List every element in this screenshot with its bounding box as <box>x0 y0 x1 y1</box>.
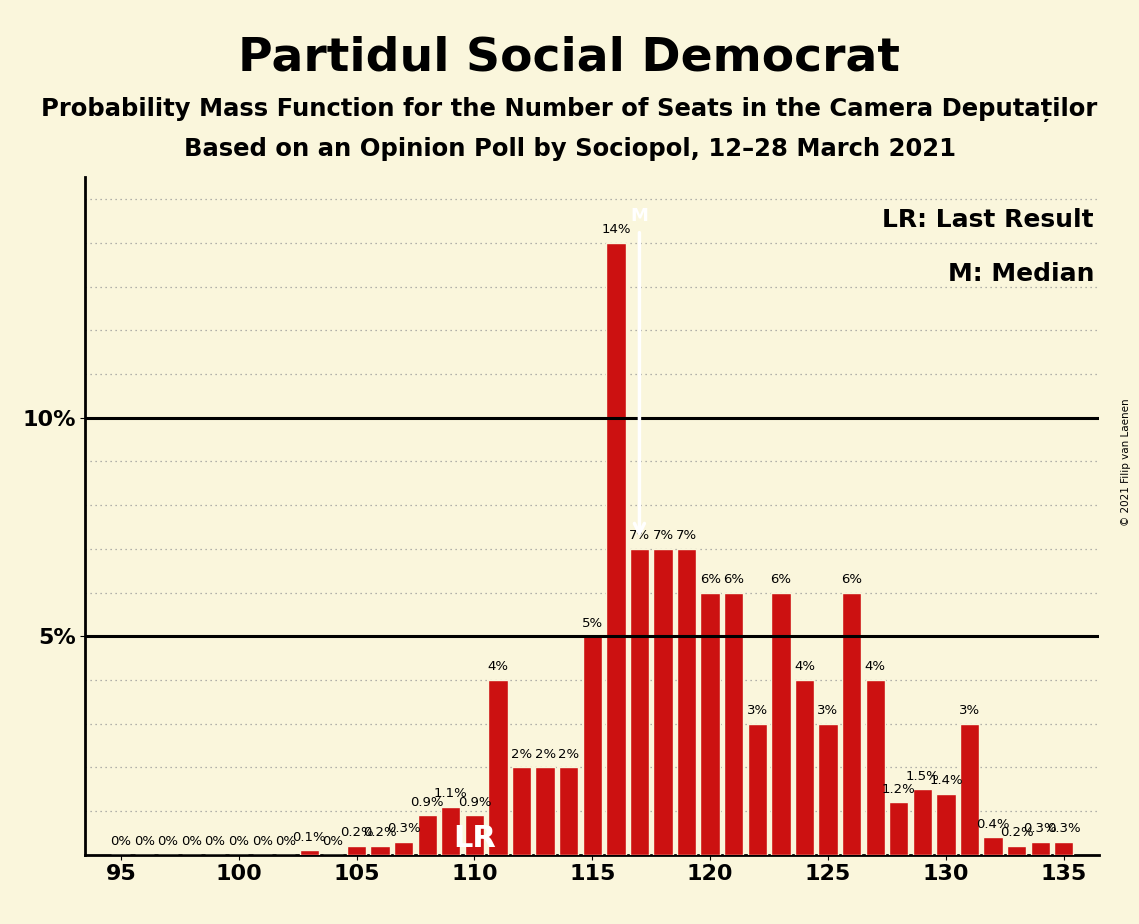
Text: © 2021 Filip van Laenen: © 2021 Filip van Laenen <box>1121 398 1131 526</box>
Bar <box>300 850 319 855</box>
Text: 0%: 0% <box>252 835 272 848</box>
Bar <box>747 723 767 855</box>
Text: 3%: 3% <box>818 704 838 717</box>
Text: 14%: 14% <box>601 224 631 237</box>
Text: 4%: 4% <box>794 661 814 674</box>
Text: 0%: 0% <box>134 835 155 848</box>
Bar <box>936 794 956 855</box>
Text: 0%: 0% <box>205 835 226 848</box>
Text: 0.4%: 0.4% <box>976 818 1010 831</box>
Bar <box>559 767 579 855</box>
Text: 3%: 3% <box>747 704 768 717</box>
Text: 7%: 7% <box>653 529 673 542</box>
Text: 0%: 0% <box>228 835 249 848</box>
Text: 2%: 2% <box>511 748 532 760</box>
Text: 7%: 7% <box>677 529 697 542</box>
Text: 0%: 0% <box>276 835 296 848</box>
Text: 0.3%: 0.3% <box>1047 822 1081 835</box>
Bar <box>960 723 980 855</box>
Bar <box>1031 842 1050 855</box>
Bar <box>535 767 555 855</box>
Text: 6%: 6% <box>699 573 721 586</box>
Bar <box>866 680 885 855</box>
Text: 6%: 6% <box>723 573 744 586</box>
Text: 0.3%: 0.3% <box>1023 822 1057 835</box>
Text: 0%: 0% <box>322 835 344 848</box>
Bar <box>394 842 413 855</box>
Text: 3%: 3% <box>959 704 980 717</box>
Text: Based on an Opinion Poll by Sociopol, 12–28 March 2021: Based on an Opinion Poll by Sociopol, 12… <box>183 137 956 161</box>
Bar <box>1007 846 1026 855</box>
Text: M: M <box>631 208 648 225</box>
Text: 0.2%: 0.2% <box>1000 826 1033 839</box>
Bar <box>465 815 484 855</box>
Bar <box>818 723 837 855</box>
Text: M: Median: M: Median <box>948 262 1095 286</box>
Bar <box>489 680 508 855</box>
Text: LR: LR <box>453 823 495 853</box>
Text: 6%: 6% <box>841 573 862 586</box>
Bar <box>795 680 814 855</box>
Text: 4%: 4% <box>865 661 886 674</box>
Text: 5%: 5% <box>582 616 603 629</box>
Text: Probability Mass Function for the Number of Seats in the Camera Deputaților: Probability Mass Function for the Number… <box>41 97 1098 122</box>
Text: 0.9%: 0.9% <box>410 796 444 808</box>
Bar <box>418 815 437 855</box>
Text: 2%: 2% <box>534 748 556 760</box>
Bar <box>842 592 861 855</box>
Text: 0%: 0% <box>110 835 131 848</box>
Bar <box>890 802 909 855</box>
Bar <box>700 592 720 855</box>
Bar <box>771 592 790 855</box>
Text: 6%: 6% <box>770 573 792 586</box>
Text: 1.2%: 1.2% <box>882 783 916 796</box>
Text: 0.3%: 0.3% <box>387 822 420 835</box>
Text: 1.5%: 1.5% <box>906 770 940 783</box>
Text: 4%: 4% <box>487 661 508 674</box>
Text: 1.1%: 1.1% <box>434 787 468 800</box>
Text: 2%: 2% <box>558 748 580 760</box>
Bar <box>677 549 696 855</box>
Bar <box>606 243 625 855</box>
Text: 1.4%: 1.4% <box>929 774 962 787</box>
Text: 0.2%: 0.2% <box>339 826 374 839</box>
Bar <box>983 837 1002 855</box>
Bar <box>912 789 932 855</box>
Text: 0%: 0% <box>181 835 202 848</box>
Bar <box>347 846 367 855</box>
Bar <box>630 549 649 855</box>
Bar <box>654 549 673 855</box>
Bar <box>1054 842 1073 855</box>
Bar <box>724 592 744 855</box>
Bar <box>370 846 390 855</box>
Text: 7%: 7% <box>629 529 650 542</box>
Text: 0.2%: 0.2% <box>363 826 396 839</box>
Text: Partidul Social Democrat: Partidul Social Democrat <box>238 35 901 80</box>
Bar <box>583 637 601 855</box>
Text: 0.1%: 0.1% <box>293 831 326 844</box>
Bar <box>441 807 460 855</box>
Text: LR: Last Result: LR: Last Result <box>883 208 1095 232</box>
Text: 0%: 0% <box>157 835 179 848</box>
Text: 0.9%: 0.9% <box>458 796 491 808</box>
Bar <box>511 767 531 855</box>
